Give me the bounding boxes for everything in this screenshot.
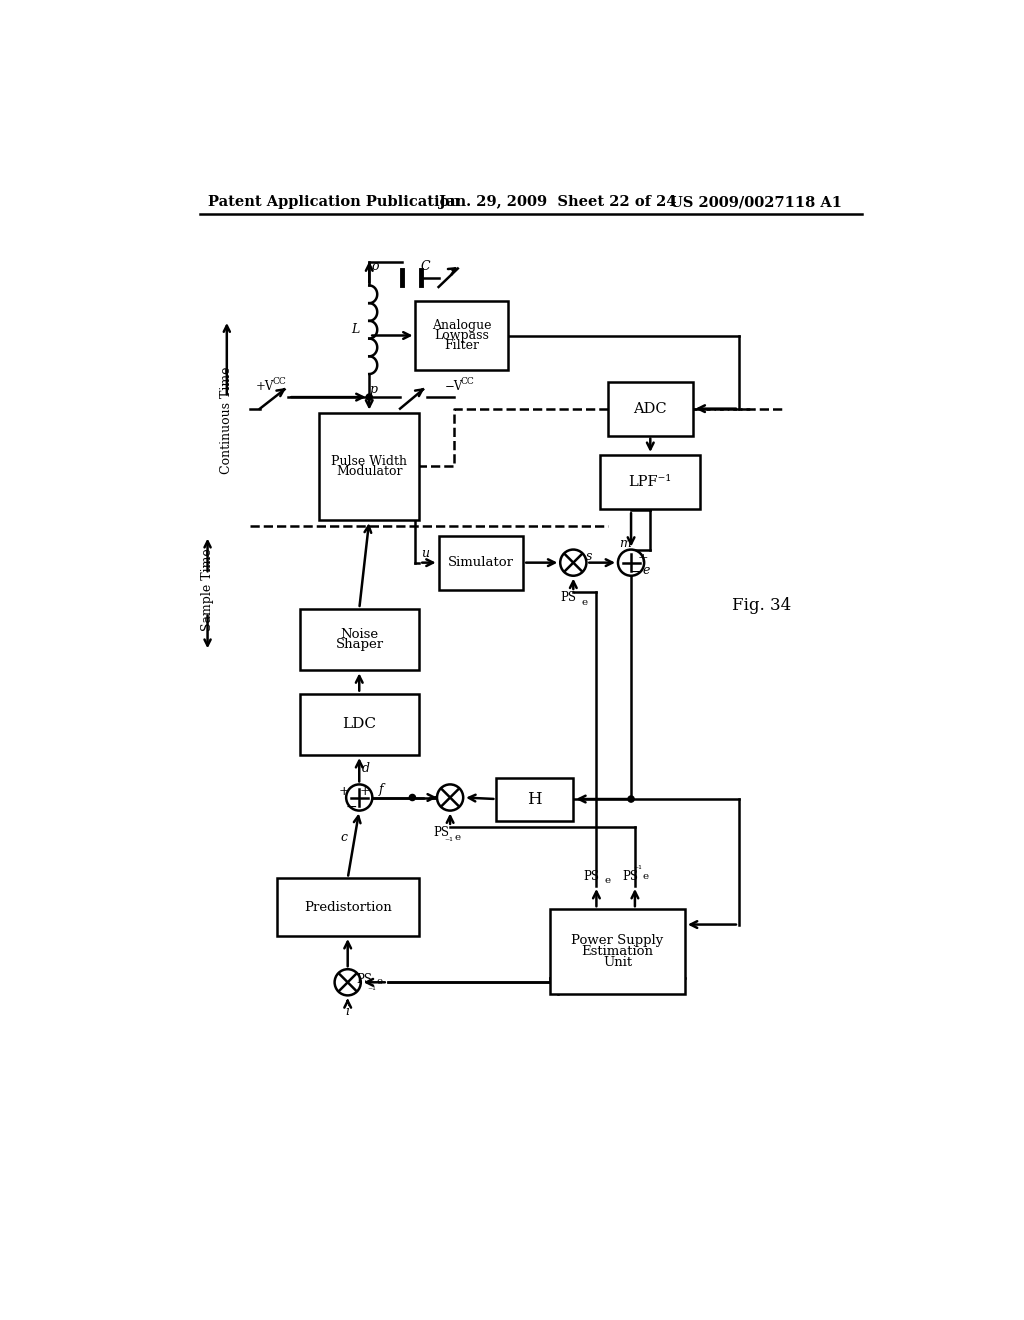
Circle shape	[346, 784, 373, 810]
Text: Shaper: Shaper	[336, 639, 384, 652]
Text: LPF⁻¹: LPF⁻¹	[629, 475, 672, 488]
Text: f: f	[379, 783, 383, 796]
Text: Predistortion: Predistortion	[304, 900, 392, 913]
Text: Modulator: Modulator	[336, 465, 402, 478]
Bar	[300, 693, 419, 755]
Text: +: +	[360, 785, 371, 797]
Text: CC: CC	[272, 378, 286, 387]
Text: ⁻¹: ⁻¹	[634, 865, 642, 874]
Text: e: e	[377, 977, 383, 986]
Circle shape	[335, 969, 360, 995]
Text: PS: PS	[623, 870, 638, 883]
Text: +: +	[637, 552, 648, 565]
Circle shape	[437, 784, 463, 810]
Text: LDC: LDC	[343, 717, 377, 731]
Text: i: i	[346, 1005, 350, 1018]
Text: Noise: Noise	[341, 628, 379, 640]
Circle shape	[628, 796, 634, 803]
Text: ADC: ADC	[634, 401, 667, 416]
Text: c: c	[340, 832, 347, 843]
Text: Pulse Width: Pulse Width	[331, 455, 408, 467]
Bar	[276, 878, 419, 936]
Text: Sample Time: Sample Time	[201, 548, 214, 631]
Bar	[608, 381, 692, 436]
Text: ⁻¹: ⁻¹	[444, 837, 453, 846]
Text: Fig. 34: Fig. 34	[732, 597, 792, 614]
Text: Power Supply: Power Supply	[571, 935, 664, 948]
Circle shape	[410, 795, 416, 800]
Text: e: e	[455, 833, 461, 842]
Text: −: −	[346, 800, 357, 813]
Text: H: H	[527, 791, 542, 808]
Text: Simulator: Simulator	[447, 556, 514, 569]
Text: Patent Application Publication: Patent Application Publication	[208, 195, 460, 210]
Text: −: −	[629, 565, 641, 579]
Text: C: C	[421, 260, 430, 273]
Bar	[319, 413, 419, 520]
Text: p: p	[370, 383, 378, 396]
Text: e: e	[604, 876, 610, 886]
Text: Jan. 29, 2009  Sheet 22 of 24: Jan. 29, 2009 Sheet 22 of 24	[438, 195, 676, 210]
Text: s: s	[586, 550, 592, 564]
Bar	[600, 455, 700, 508]
Text: Analogue: Analogue	[432, 319, 492, 331]
Text: ⁻¹: ⁻¹	[368, 986, 377, 994]
Text: US 2009/0027118 A1: US 2009/0027118 A1	[670, 195, 842, 210]
Text: −V: −V	[444, 380, 463, 393]
Bar	[497, 779, 573, 821]
Text: CC: CC	[461, 378, 475, 387]
Text: +V: +V	[256, 380, 274, 393]
Text: d: d	[361, 762, 370, 775]
Bar	[416, 301, 508, 370]
Text: Estimation: Estimation	[582, 945, 653, 958]
Text: Filter: Filter	[444, 339, 479, 352]
Bar	[300, 609, 419, 671]
Text: Continuous Time: Continuous Time	[220, 367, 233, 474]
Text: +: +	[339, 785, 349, 797]
Circle shape	[617, 549, 644, 576]
Text: Lowpass: Lowpass	[434, 329, 489, 342]
Text: e: e	[581, 598, 587, 607]
Bar	[550, 909, 685, 994]
Text: m: m	[618, 537, 631, 550]
Circle shape	[367, 395, 373, 400]
Text: PS: PS	[433, 825, 449, 838]
Text: PS: PS	[584, 870, 600, 883]
Text: u: u	[422, 546, 429, 560]
Text: PS: PS	[356, 973, 373, 986]
Circle shape	[560, 549, 587, 576]
Text: e: e	[643, 564, 650, 577]
Text: o: o	[372, 260, 379, 273]
Text: e: e	[643, 873, 649, 882]
Bar	[438, 536, 523, 590]
Text: PS: PS	[561, 591, 577, 603]
Text: Unit: Unit	[603, 956, 632, 969]
Text: L: L	[351, 323, 359, 335]
